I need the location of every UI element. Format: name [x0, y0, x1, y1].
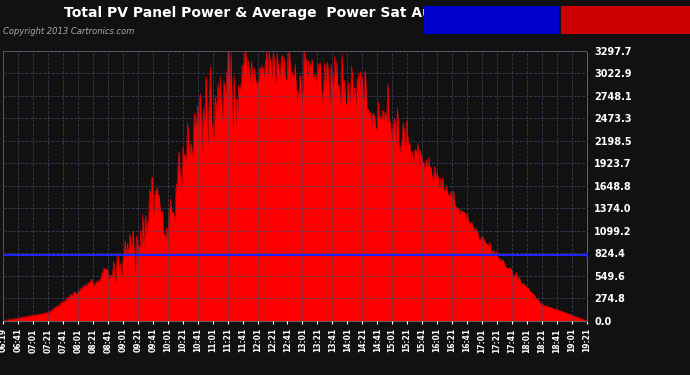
Text: PV Panels  (DC Watts): PV Panels (DC Watts) — [564, 15, 678, 24]
Text: Total PV Panel Power & Average  Power Sat Aug 31 19:26: Total PV Panel Power & Average Power Sat… — [64, 6, 515, 20]
Text: Average  (DC Watts): Average (DC Watts) — [428, 15, 530, 24]
Text: Copyright 2013 Cartronics.com: Copyright 2013 Cartronics.com — [3, 27, 135, 36]
